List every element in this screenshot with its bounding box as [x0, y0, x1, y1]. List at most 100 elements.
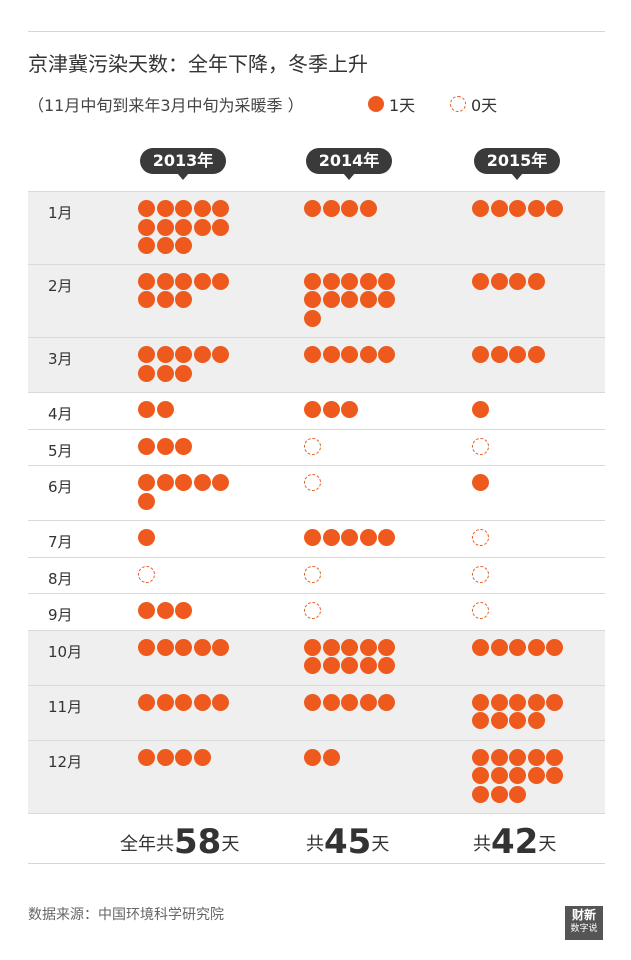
pollution-day-dot — [212, 346, 229, 363]
pollution-day-dot — [175, 748, 192, 766]
dot-cell — [304, 638, 404, 676]
pollution-day-dot — [156, 693, 174, 711]
pollution-day-dot — [193, 200, 211, 217]
pollution-day-dot — [156, 346, 174, 363]
pollution-day-dot — [322, 529, 340, 546]
pollution-day-dot — [509, 638, 526, 656]
dot-cell — [138, 565, 238, 585]
dot-cell — [472, 638, 572, 658]
total-value: 42 — [491, 822, 539, 862]
dot-cell — [472, 272, 572, 292]
zero-day-dot — [472, 437, 489, 455]
pollution-day-dot — [138, 474, 155, 491]
month-row: 10月 — [28, 630, 605, 686]
pollution-day-dot — [322, 638, 340, 656]
pollution-day-dot — [175, 437, 192, 455]
pollution-day-dot — [175, 218, 192, 236]
dot-cell — [472, 748, 572, 805]
dot-cell — [472, 474, 572, 493]
pollution-day-dot — [175, 693, 192, 711]
pollution-day-dot — [490, 712, 508, 729]
pollution-day-dot — [304, 657, 321, 674]
pollution-day-dot — [304, 693, 321, 711]
pollution-day-dot — [546, 200, 563, 217]
pollution-day-dot — [138, 237, 155, 254]
pollution-day-dot — [490, 785, 508, 803]
pollution-day-dot — [359, 346, 377, 363]
chart-title: 京津冀污染天数：全年下降，冬季上升 — [28, 52, 368, 76]
pollution-day-dot — [322, 291, 340, 308]
pollution-day-dot — [378, 693, 395, 711]
pollution-day-dot — [322, 657, 340, 674]
caixin-logo: 财新 数字说 — [565, 906, 603, 940]
pollution-day-dot — [304, 346, 321, 363]
pollution-day-dot — [156, 218, 174, 236]
pollution-day-dot — [472, 474, 489, 491]
pollution-day-dot — [546, 748, 563, 766]
pollution-day-dot — [341, 638, 358, 656]
pollution-day-dot — [359, 529, 377, 546]
pollution-day-dot — [175, 364, 192, 382]
empty-dot-icon — [450, 96, 466, 112]
pollution-day-dot — [212, 693, 229, 711]
dot-cell — [304, 748, 404, 768]
pollution-day-dot — [304, 309, 321, 327]
pollution-day-dot — [322, 401, 340, 418]
pollution-day-dot — [527, 200, 545, 217]
pollution-day-dot — [212, 638, 229, 656]
year-badge-2013: 2013年 — [140, 148, 226, 180]
month-row: 5月 — [28, 430, 605, 466]
pollution-day-dot — [322, 200, 340, 217]
pollution-day-dot — [156, 237, 174, 254]
dot-cell — [138, 401, 238, 420]
pollution-day-dot — [175, 474, 192, 491]
pollution-day-dot — [472, 638, 489, 656]
pollution-day-dot — [156, 291, 174, 308]
pollution-day-dot — [138, 218, 155, 236]
top-rule — [28, 31, 605, 32]
pollution-day-dot — [472, 200, 489, 217]
legend-filled-label: 1天 — [389, 96, 416, 115]
pollution-day-dot — [546, 767, 563, 784]
zero-day-dot — [472, 565, 489, 583]
pollution-day-dot — [490, 638, 508, 656]
legend-empty: 0天 — [450, 92, 497, 116]
dot-cell — [472, 437, 572, 457]
pollution-day-dot — [322, 272, 340, 290]
zero-day-dot — [472, 602, 489, 619]
month-row: 8月 — [28, 558, 605, 594]
pollution-day-dot — [509, 693, 526, 711]
source-note: 数据来源：中国环境科学研究院 — [28, 907, 224, 923]
pollution-day-dot — [341, 529, 358, 546]
pollution-day-dot — [359, 693, 377, 711]
pollution-day-dot — [546, 693, 563, 711]
pollution-day-dot — [156, 272, 174, 290]
pollution-day-dot — [156, 437, 174, 455]
pollution-day-dot — [138, 200, 155, 217]
pollution-day-dot — [527, 693, 545, 711]
zero-day-dot — [304, 474, 321, 491]
pollution-day-dot — [156, 200, 174, 217]
pollution-day-dot — [509, 200, 526, 217]
dot-cell — [304, 346, 404, 365]
pollution-day-dot — [193, 272, 211, 290]
pollution-day-dot — [175, 237, 192, 254]
month-row: 6月 — [28, 466, 605, 521]
dot-cell — [304, 272, 404, 329]
pollution-day-dot — [341, 401, 358, 418]
pollution-day-dot — [138, 401, 155, 418]
month-row: 11月 — [28, 685, 605, 741]
pollution-day-dot — [175, 200, 192, 217]
dot-cell — [138, 693, 238, 713]
month-label: 2月 — [48, 276, 73, 295]
pollution-day-dot — [193, 474, 211, 491]
total-prefix: 全年共 — [120, 834, 174, 855]
pollution-day-dot — [378, 346, 395, 363]
pollution-day-dot — [304, 272, 321, 290]
pollution-day-dot — [527, 638, 545, 656]
pollution-day-dot — [527, 767, 545, 784]
pollution-day-dot — [490, 767, 508, 784]
pollution-day-dot — [156, 401, 174, 418]
pollution-day-dot — [509, 767, 526, 784]
dot-cell — [472, 401, 572, 420]
